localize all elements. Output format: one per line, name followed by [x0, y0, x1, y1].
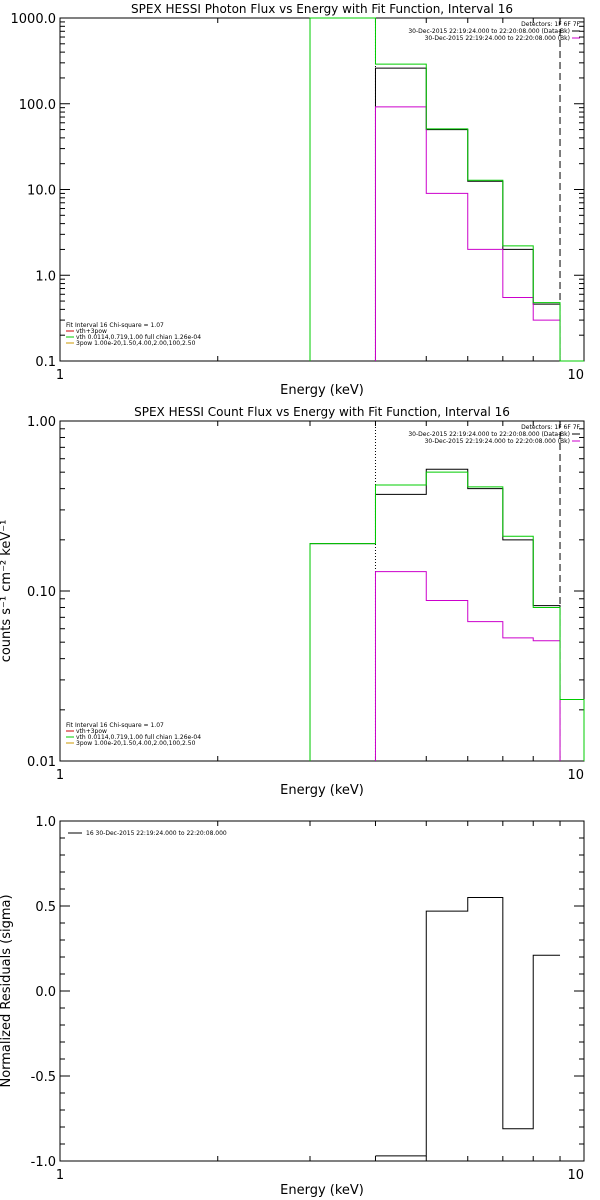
fit-component-label: vth 0.0114,0.719,1.00 full chian 1.26e-0… [76, 334, 201, 341]
detectors-label: Detectors: 1F 6F 7F [521, 21, 580, 28]
series-data-bk-line [309, 468, 561, 761]
y-tick-label: -1.0 [31, 1155, 56, 1170]
interval-label: 30-Dec-2015 22:19:24.000 to 22:20:08.000… [425, 438, 570, 445]
fit-interval-label: Fit Interval 16 Chi-square = 1.07 [66, 322, 164, 329]
chart-title: SPEX HESSI Photon Flux vs Energy with Fi… [131, 2, 513, 16]
series-vth-3pow-line [309, 471, 585, 761]
y-tick-label: 0.1 [35, 355, 56, 370]
count-flux-panel: SPEX HESSI Count Flux vs Energy with Fit… [0, 405, 585, 798]
series-vth-3pow-line [309, 17, 584, 362]
y-tick-label: -0.5 [31, 1070, 56, 1085]
residual-legend-label: 16 30-Dec-2015 22:19:24.000 to 22:20:08.… [86, 830, 227, 837]
photon-flux-panel: SPEX HESSI Photon Flux vs Energy with Fi… [11, 2, 585, 398]
series-16-line [375, 897, 561, 1157]
x-axis-label: Energy (keV) [280, 783, 364, 798]
x-tick-label: 1 [56, 368, 64, 383]
series-bk-line [374, 571, 561, 761]
x-tick-label: 10 [567, 1168, 584, 1183]
fit-interval-label: Fit Interval 16 Chi-square = 1.07 [66, 722, 164, 729]
y-axis-label: counts s⁻¹ cm⁻² keV⁻¹ [0, 520, 14, 663]
y-tick-label: 0.01 [27, 755, 56, 770]
x-tick-label: 1 [56, 1168, 64, 1183]
y-tick-label: 1000.0 [11, 12, 57, 27]
series-data-bk-line [374, 67, 561, 361]
series-bk-line [374, 106, 561, 361]
plot-frame [59, 820, 585, 1162]
y-tick-label: 1.0 [35, 269, 56, 284]
x-axis-label: Energy (keV) [280, 383, 364, 398]
fit-component-label: vth+3pow [76, 728, 107, 735]
chart-title: SPEX HESSI Count Flux vs Energy with Fit… [134, 405, 510, 419]
y-tick-label: 1.0 [35, 815, 56, 830]
y-tick-label: 100.0 [19, 98, 56, 113]
interval-label: 30-Dec-2015 22:19:24.000 to 22:20:08.000… [408, 28, 570, 35]
fit-component-label: 3pow 1.00e-20,1.50,4.00,2.00,100,2.50 [76, 340, 196, 347]
detectors-label: Detectors: 1F 6F 7F [521, 424, 580, 431]
y-tick-label: 0.5 [35, 900, 56, 915]
x-tick-label: 10 [567, 368, 584, 383]
interval-label: 30-Dec-2015 22:19:24.000 to 22:20:08.000… [408, 431, 570, 438]
plot-frame [59, 17, 585, 362]
x-tick-label: 10 [567, 768, 584, 783]
x-axis-label: Energy (keV) [280, 1183, 364, 1198]
x-tick-label: 1 [56, 768, 64, 783]
fit-component-label: vth 0.0114,0.719,1.00 full chian 1.26e-0… [76, 734, 201, 741]
interval-label: 30-Dec-2015 22:19:24.000 to 22:20:08.000… [425, 35, 570, 42]
y-axis-label: Normalized Residuals (sigma) [0, 894, 14, 1087]
fit-component-label: vth+3pow [76, 328, 107, 335]
fit-component-label: 3pow 1.00e-20,1.50,4.00,2.00,100,2.50 [76, 740, 196, 747]
y-tick-label: 0.10 [27, 585, 56, 600]
y-tick-label: 1.00 [27, 415, 56, 430]
residuals-panel: 1 10 Energy (keV) -1.0 -0.5 0.0 0.5 1.0 Normaliz… [0, 815, 585, 1198]
plot-frame [59, 420, 585, 762]
y-tick-label: 10.0 [27, 184, 56, 199]
y-tick-label: 0.0 [35, 985, 56, 1000]
